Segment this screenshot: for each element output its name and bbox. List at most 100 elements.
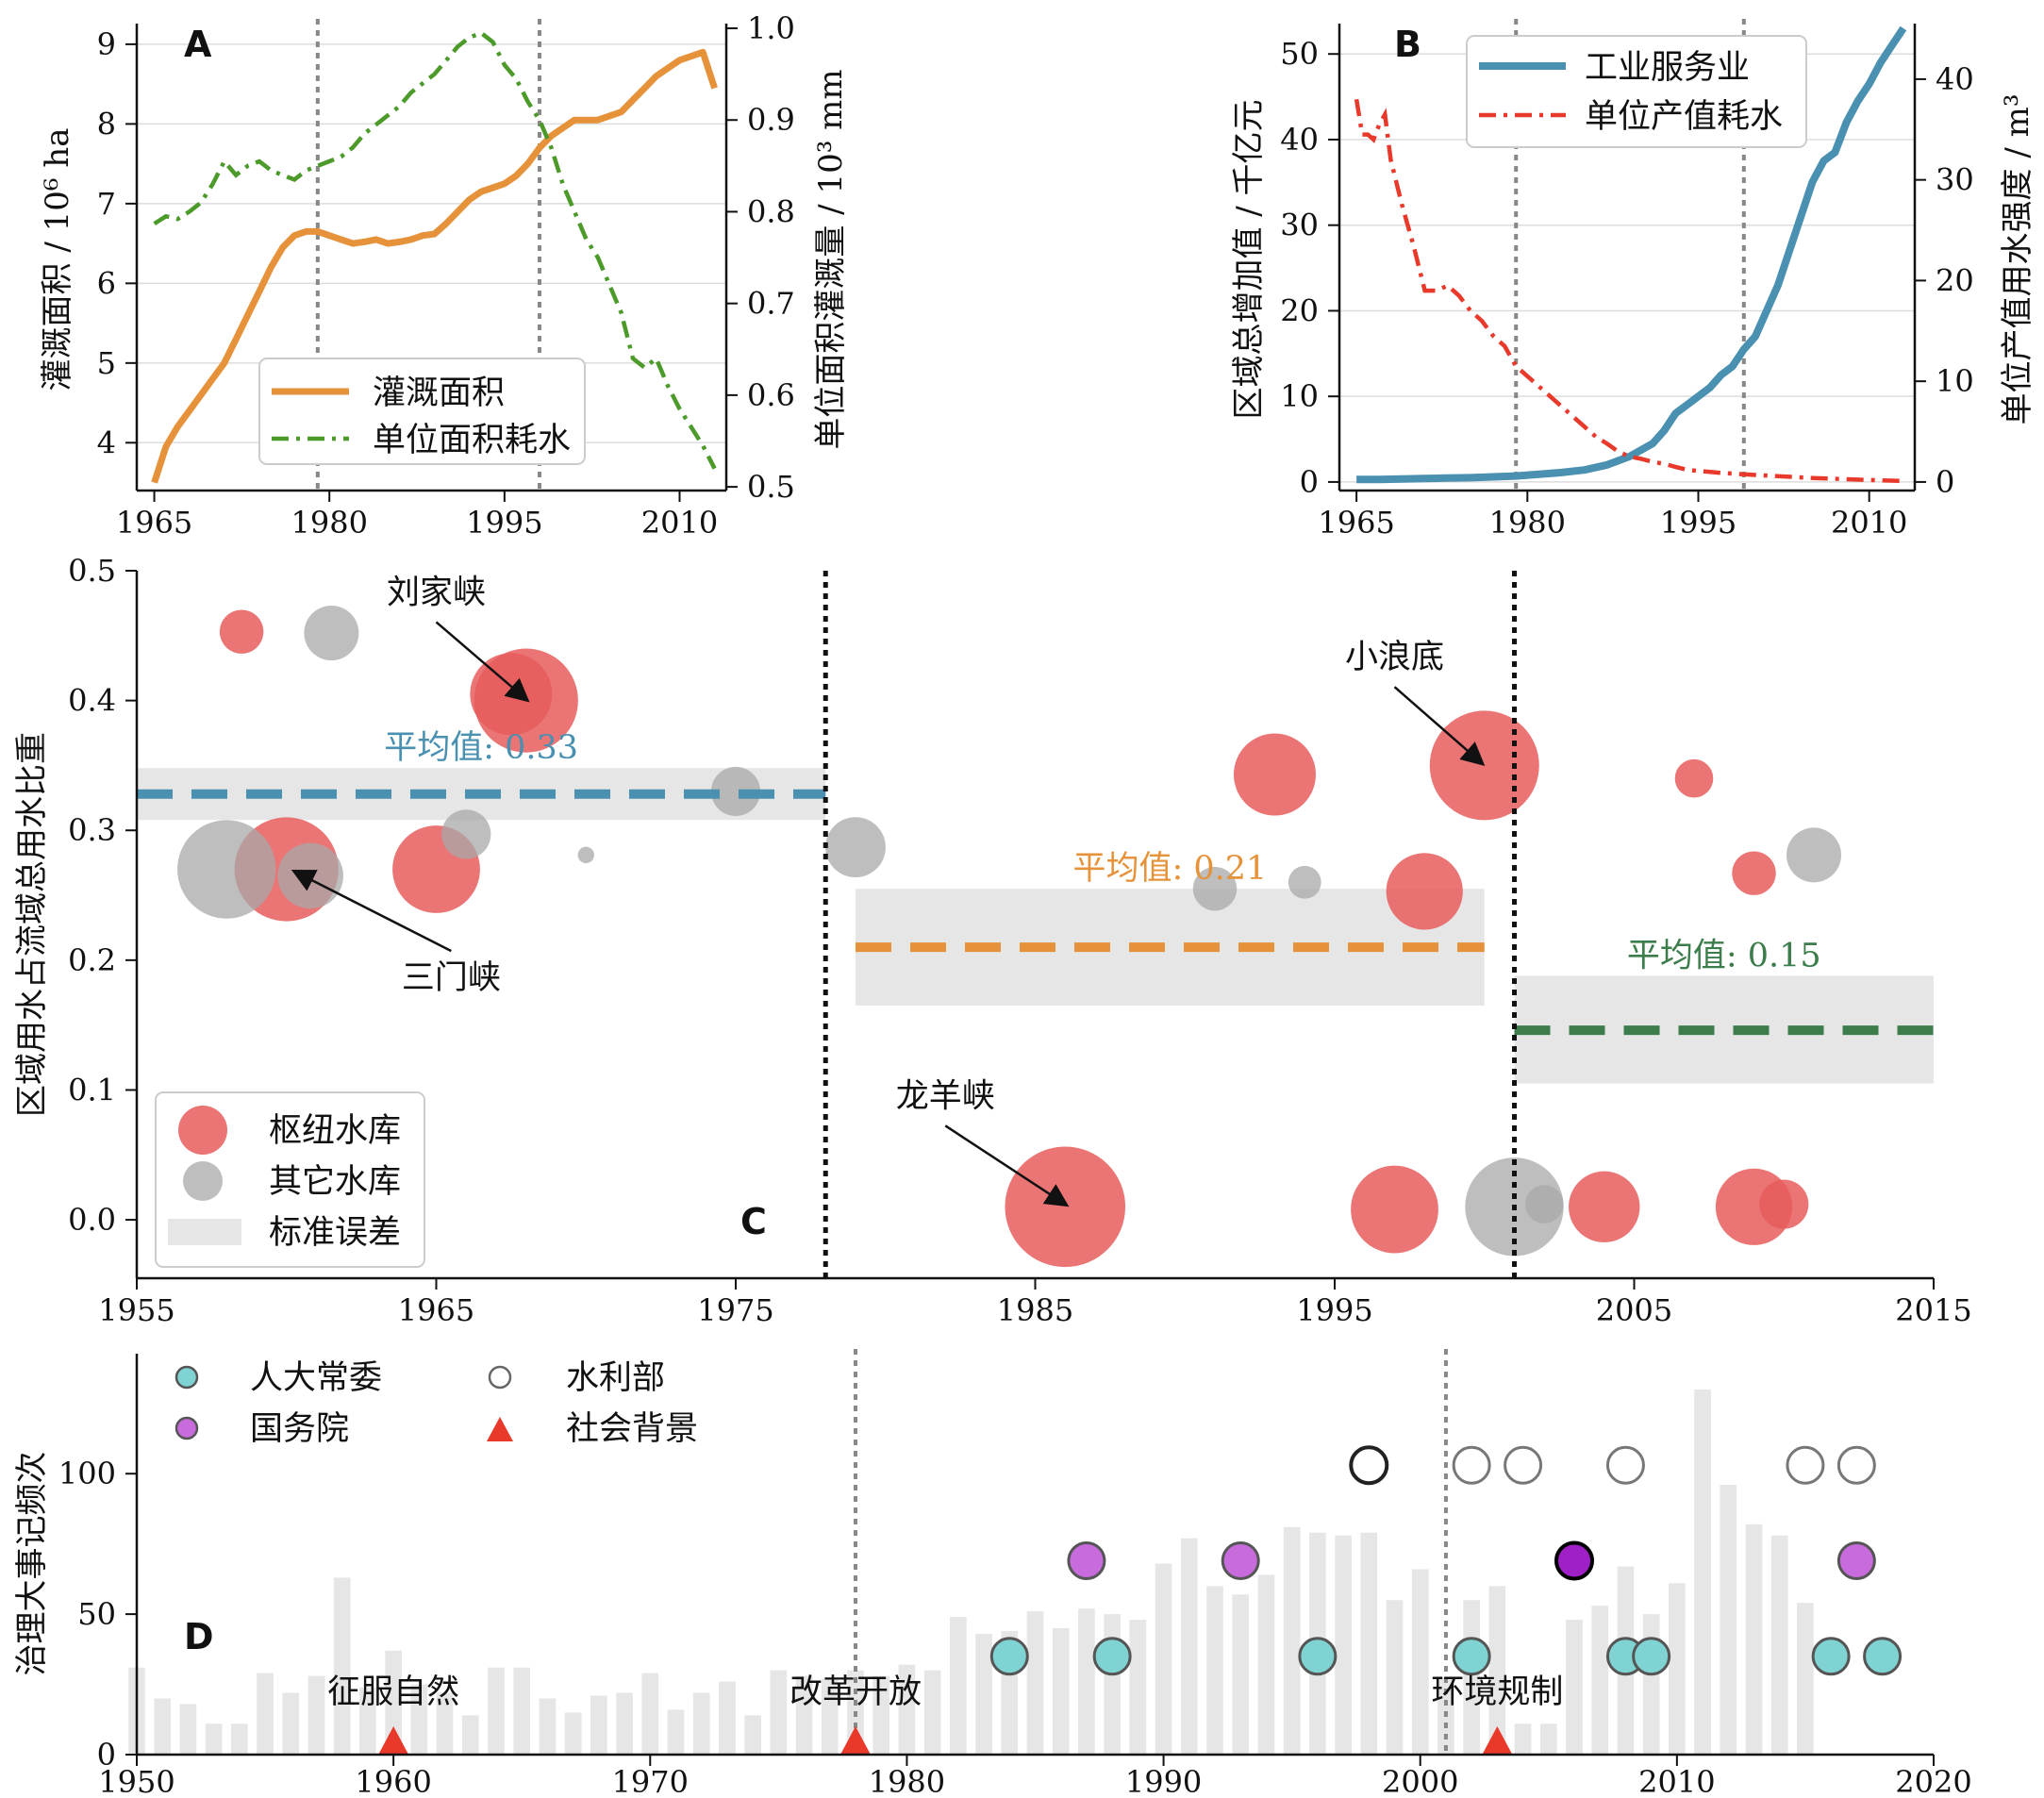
y-tick-label: 9 bbox=[97, 26, 116, 62]
ministry-event-marker bbox=[1605, 1445, 1645, 1485]
y2-tick-label: 1.0 bbox=[747, 10, 795, 46]
state-council-event-marker bbox=[1836, 1541, 1876, 1581]
state-council-event-marker bbox=[1221, 1541, 1260, 1581]
panel-a: 4 5 6 7 8 9 0.5 0.6 0.7 0.8 0.9 1.0 1965 1980 1995 2010… bbox=[39, 10, 850, 541]
panel-letter-c: C bbox=[740, 1201, 767, 1242]
event-bar bbox=[641, 1673, 659, 1755]
y2-tick-label: 0.8 bbox=[747, 193, 795, 229]
legend-label: 单位面积耗水 bbox=[373, 422, 571, 459]
event-bar bbox=[179, 1704, 197, 1755]
annotation-arrow bbox=[944, 1124, 1070, 1207]
x-tick-label: 2020 bbox=[1895, 1764, 1971, 1798]
ministry-event-marker bbox=[1349, 1445, 1389, 1486]
y-tick-label: 0.5 bbox=[68, 553, 116, 589]
series-line bbox=[151, 48, 718, 484]
hub-reservoir-point bbox=[1386, 853, 1463, 930]
legend-label: 标准误差 bbox=[269, 1214, 401, 1252]
social-context-label: 环境规制 bbox=[1431, 1673, 1563, 1711]
legend-label: 灌溉面积 bbox=[373, 375, 505, 412]
event-bar bbox=[1720, 1485, 1737, 1755]
x-tick-label: 1965 bbox=[116, 505, 192, 541]
other-reservoir-point bbox=[825, 817, 886, 878]
series-line bbox=[153, 30, 717, 470]
legend-swatch bbox=[168, 1219, 241, 1245]
hub-reservoir-point bbox=[1759, 1179, 1809, 1229]
legend-label: 单位产值耗水 bbox=[1585, 98, 1783, 136]
mean-label: 平均值: 0.21 bbox=[1072, 850, 1267, 888]
npc-event-marker bbox=[1298, 1637, 1338, 1676]
social-context-marker bbox=[378, 1726, 409, 1755]
y-tick-label: 50 bbox=[1280, 36, 1319, 72]
event-bar bbox=[821, 1678, 839, 1755]
event-bar bbox=[436, 1692, 454, 1755]
panel-letter-d: D bbox=[184, 1616, 214, 1657]
event-bar bbox=[1180, 1538, 1198, 1755]
x-tick-label: 1965 bbox=[1318, 505, 1394, 541]
event-bar bbox=[1669, 1583, 1686, 1755]
panel-letter-a: A bbox=[184, 24, 212, 65]
x-tick-label: 2000 bbox=[1382, 1764, 1458, 1798]
event-bar bbox=[1283, 1526, 1301, 1755]
y-tick-label: 7 bbox=[97, 186, 116, 222]
x-tick-label: 2005 bbox=[1596, 1292, 1672, 1328]
event-bar bbox=[1642, 1614, 1660, 1755]
event-bar bbox=[1257, 1574, 1275, 1755]
y-tick-label: 40 bbox=[1280, 122, 1319, 158]
hub-reservoir-point bbox=[219, 609, 264, 654]
event-bar bbox=[461, 1715, 479, 1755]
x-tick-label: 1980 bbox=[1489, 505, 1566, 541]
event-bar bbox=[513, 1667, 531, 1755]
other-reservoir-point bbox=[710, 766, 761, 817]
legend-box bbox=[258, 358, 586, 465]
event-bar bbox=[1770, 1535, 1788, 1755]
event-bar bbox=[1411, 1569, 1429, 1755]
hub-reservoir-point bbox=[1429, 710, 1539, 821]
x-tick-label: 1965 bbox=[398, 1292, 474, 1328]
npc-event-marker bbox=[1863, 1637, 1903, 1676]
y2-tick-label: 40 bbox=[1936, 61, 1974, 97]
legend-swatch bbox=[488, 1365, 512, 1390]
event-bar bbox=[1155, 1563, 1172, 1755]
y-tick-label: 30 bbox=[1280, 208, 1319, 243]
social-context-marker bbox=[840, 1726, 871, 1755]
event-bar bbox=[1694, 1389, 1711, 1755]
event-bar bbox=[1206, 1586, 1223, 1755]
event-bar bbox=[1052, 1627, 1070, 1755]
legend-label: 水利部 bbox=[566, 1359, 665, 1397]
other-reservoir-point bbox=[1192, 866, 1238, 911]
hub-reservoir-point bbox=[1569, 1171, 1640, 1243]
x-tick-label: 1995 bbox=[1296, 1292, 1372, 1328]
series-line bbox=[1354, 98, 1903, 484]
x-tick-label: 1980 bbox=[869, 1764, 945, 1798]
x-tick-label: 1980 bbox=[291, 505, 367, 541]
y-axis-label: 灌溉面积 / 10⁶ ha bbox=[39, 128, 76, 391]
x-tick-label: 1955 bbox=[98, 1292, 174, 1328]
legend-label: 枢纽水库 bbox=[269, 1112, 401, 1150]
x-tick-label: 2010 bbox=[1831, 505, 1907, 541]
social-context-label: 改革开放 bbox=[789, 1673, 922, 1711]
event-bar bbox=[205, 1723, 223, 1755]
x-tick-label: 1950 bbox=[98, 1764, 174, 1798]
y-tick-label: 5 bbox=[97, 345, 116, 381]
mean-label: 平均值: 0.15 bbox=[1627, 937, 1821, 974]
event-bar bbox=[923, 1670, 941, 1755]
annotation-label: 龙羊峡 bbox=[896, 1077, 995, 1115]
legend-label: 人大常委 bbox=[250, 1359, 382, 1397]
y2-tick-label: 0.6 bbox=[747, 377, 795, 413]
other-reservoir-point bbox=[1524, 1185, 1564, 1224]
y2-tick-label: 0 bbox=[1936, 464, 1954, 500]
x-tick-label: 1985 bbox=[997, 1292, 1073, 1328]
event-bar bbox=[1232, 1594, 1250, 1755]
panel-d: 征服自然 改革开放 环境规制 0 50 100 1950 1960 1970 1980 1990 20… bbox=[13, 1349, 1972, 1798]
state-council-event-marker bbox=[1554, 1540, 1594, 1581]
annotation-arrow bbox=[435, 621, 530, 703]
y2-tick-label: 0.7 bbox=[747, 286, 795, 322]
npc-event-marker bbox=[1092, 1637, 1132, 1676]
panel-c: 平均值: 0.33 平均值: 0.21 平均值: 0.15 0.0 0.1 0.2 0.3 0… bbox=[13, 553, 1972, 1328]
other-reservoir-point bbox=[1288, 865, 1321, 899]
event-bar bbox=[719, 1681, 736, 1755]
event-bar bbox=[1566, 1620, 1583, 1755]
